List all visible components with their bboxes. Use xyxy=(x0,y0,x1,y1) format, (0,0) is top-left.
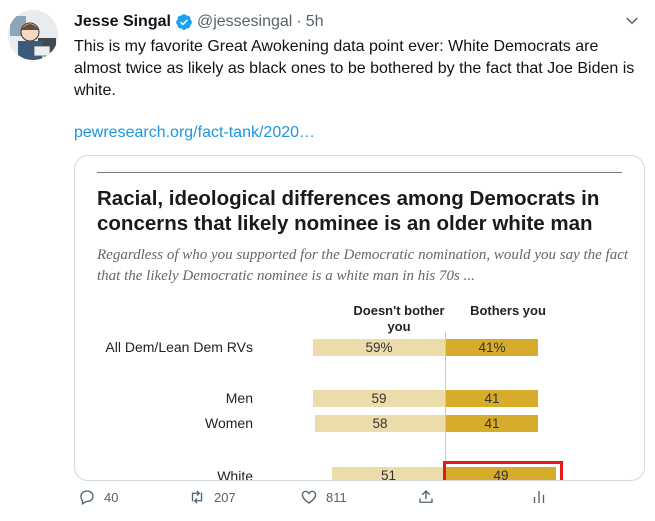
share-icon xyxy=(419,490,433,503)
bar-men-doesnt-bother: 59 xyxy=(313,390,445,407)
analytics-button[interactable] xyxy=(530,488,548,506)
bar-white-bothers: 49 xyxy=(446,467,556,481)
heart-icon xyxy=(301,490,317,504)
reply-count: 40 xyxy=(104,489,119,505)
chart-subtitle: Regardless of who you supported for the … xyxy=(97,247,629,284)
chevron-down-icon[interactable] xyxy=(623,12,641,30)
verified-badge-icon xyxy=(176,14,192,30)
highlight-box xyxy=(443,461,563,480)
tweet-actions: 40 207 811 xyxy=(74,488,640,514)
row-label-white: White xyxy=(217,468,253,481)
share-button[interactable] xyxy=(417,488,435,506)
timestamp[interactable]: 5h xyxy=(305,13,324,30)
value-label: 41% xyxy=(478,340,506,355)
article-link[interactable]: pewresearch.org/fact-tank/2020… xyxy=(74,124,316,141)
column-header-doesnt-bother: Doesn't bother you xyxy=(353,303,445,334)
tweet-body: This is my favorite Great Awokening data… xyxy=(74,38,635,99)
avatar-illustration xyxy=(8,10,58,60)
tweet-text: This is my favorite Great Awokening data… xyxy=(74,36,640,102)
reply-icon xyxy=(80,490,94,505)
value-label: 51 xyxy=(380,468,397,481)
avatar[interactable] xyxy=(8,10,58,60)
chart-divider xyxy=(445,332,446,480)
value-label: 49 xyxy=(493,468,509,481)
chart-title: Racial, ideological differences among De… xyxy=(97,187,600,235)
row-label-all: All Dem/Lean Dem RVs xyxy=(105,339,253,355)
like-button[interactable]: 811 xyxy=(300,488,347,506)
value-label: 41 xyxy=(484,391,500,406)
column-header-bothers: Bothers you xyxy=(470,303,546,318)
analytics-icon xyxy=(533,491,545,503)
link-card[interactable]: Racial, ideological differences among De… xyxy=(74,155,645,481)
tweet-header: Jesse Singal @jessesingal · 5h xyxy=(74,11,323,33)
like-count: 811 xyxy=(326,489,347,505)
bar-white-doesnt-bother: 51 xyxy=(332,467,445,481)
author-handle[interactable]: @jessesingal xyxy=(196,13,293,30)
retweet-button[interactable]: 207 xyxy=(188,488,236,506)
bar-women-bothers: 41 xyxy=(446,415,538,432)
bar-men-bothers: 41 xyxy=(446,390,538,407)
bar-women-doesnt-bother: 58 xyxy=(315,415,445,432)
row-label-men: Men xyxy=(225,390,253,406)
bar-all-doesnt-bother: 59% xyxy=(313,339,445,356)
value-label: 59% xyxy=(365,340,393,355)
retweet-icon xyxy=(191,490,203,504)
value-label: 41 xyxy=(484,416,500,431)
separator: · xyxy=(296,13,302,30)
chart-top-rule xyxy=(97,172,622,173)
reply-button[interactable]: 40 xyxy=(78,488,118,506)
value-label: 59 xyxy=(371,391,387,406)
value-label: 58 xyxy=(372,416,388,431)
bar-all-bothers: 41% xyxy=(446,339,538,356)
retweet-count: 207 xyxy=(214,489,236,505)
row-label-women: Women xyxy=(205,415,253,431)
author-name[interactable]: Jesse Singal xyxy=(74,13,171,30)
